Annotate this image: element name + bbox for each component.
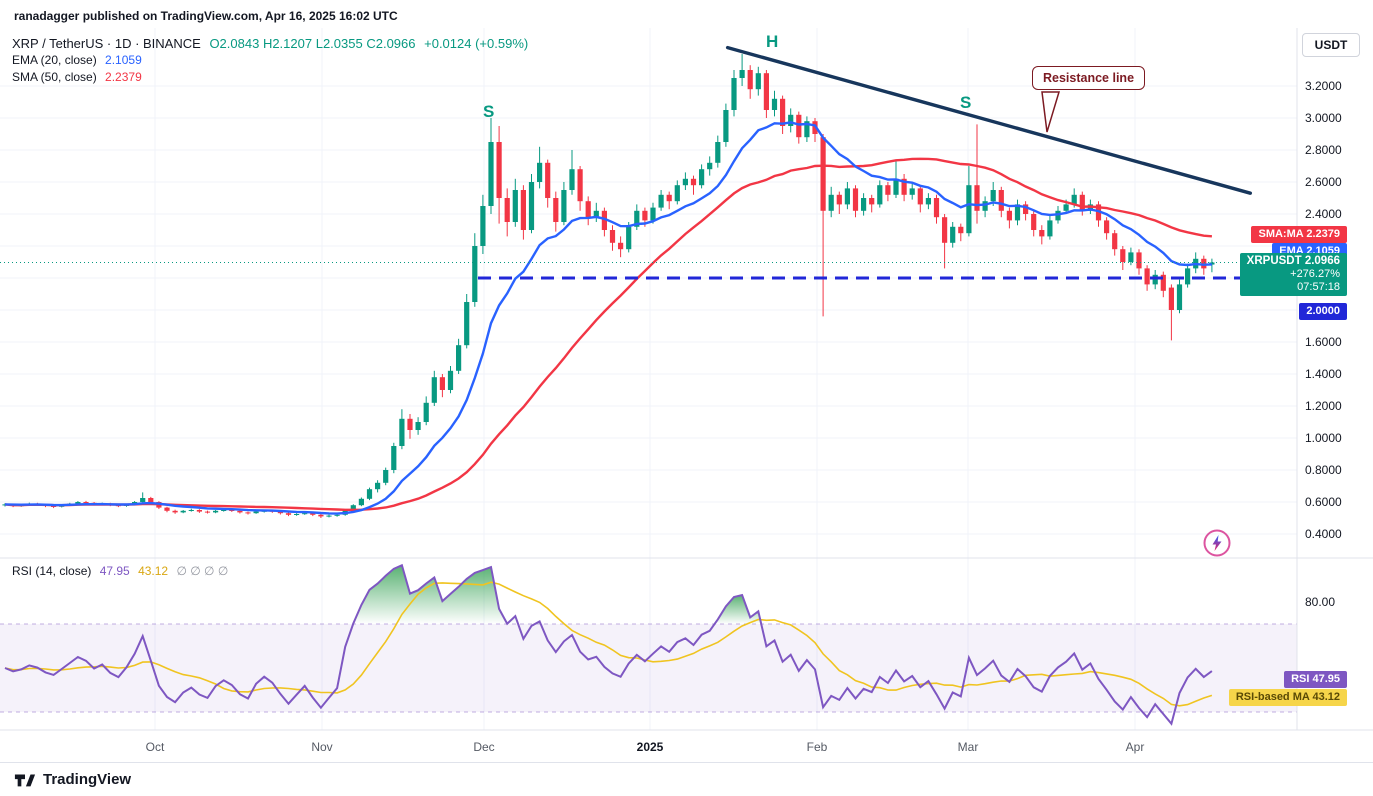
ohlc-low: L2.0355 [315, 36, 363, 51]
time-axis-label: Mar [957, 740, 979, 754]
resistance-line-callout[interactable]: Resistance line [1032, 66, 1146, 90]
time-axis-label: Apr [1125, 740, 1145, 754]
rsi-ma-value-badge: RSI-based MA 43.12 [1228, 689, 1347, 706]
right-shoulder-annotation[interactable]: S [960, 93, 972, 112]
ema-label: EMA (20, close) [12, 53, 97, 67]
legend-sma-row: SMA (50, close) 2.2379 [12, 69, 528, 86]
rsi-legend: RSI (14, close) 47.95 43.12 ∅ ∅ ∅ ∅ [12, 564, 228, 578]
time-axis[interactable]: Oct Nov Dec 2025 Feb Mar Apr [0, 28, 1373, 762]
ohlc-close: C2.0966 [366, 36, 416, 51]
flash-icon-circle [1203, 529, 1231, 557]
grid-lines [0, 28, 1297, 730]
ema-value: 2.1059 [105, 53, 142, 67]
sma-value: 2.2379 [105, 70, 142, 84]
rsi-axis-label-80: 80.00 [1305, 595, 1336, 609]
ohlc-change: +0.0124 (+0.59%) [424, 36, 529, 51]
support-level-badge: 2.0000 [1299, 303, 1347, 320]
currency-unit-button[interactable]: USDT [1302, 33, 1360, 57]
time-axis-label: 2025 [636, 740, 664, 754]
publish-info: ranadagger published on TradingView.com,… [14, 9, 398, 23]
time-axis-label: Nov [311, 740, 333, 754]
sma-line [4, 157, 1212, 511]
head-annotation[interactable]: H [766, 32, 779, 51]
symbol-badge-countdown: 07:57:18 [1297, 281, 1340, 293]
footer-bar: TradingView [0, 762, 1373, 796]
rsi-value-badge: RSI 47.95 [1284, 671, 1347, 688]
chart-canvas[interactable] [0, 28, 1373, 762]
sma-label: SMA (50, close) [12, 70, 97, 84]
ohlc-high: H2.1207 [262, 36, 313, 51]
time-axis-label: Feb [806, 740, 828, 754]
time-axis-label: Dec [473, 740, 495, 754]
symbol-badge-price: XRPUSDT 2.0966 [1246, 255, 1340, 267]
left-shoulder-annotation[interactable]: S [483, 102, 495, 121]
symbol-price-badge: XRPUSDT 2.0966 +276.27% 07:57:18 [1239, 253, 1347, 296]
chart-area: XRP / TetherUS · 1D · BINANCE O2.0843 H2… [0, 28, 1373, 762]
callout-pointer [1041, 91, 1061, 133]
legend-symbol-row: XRP / TetherUS · 1D · BINANCE O2.0843 H2… [12, 35, 528, 52]
symbol-badge-change: +276.27% [1290, 268, 1340, 280]
rsi-label: RSI (14, close) [12, 564, 92, 578]
sma-price-badge: SMA:MA 2.2379 [1251, 226, 1347, 243]
legend-ema-row: EMA (20, close) 2.1059 [12, 52, 528, 69]
candlestick-series [2, 54, 1215, 518]
resistance-trendline[interactable] [725, 45, 1253, 195]
tradingview-logo-icon [14, 774, 36, 786]
time-axis-label: Oct [145, 740, 165, 754]
ohlc-open: O2.0843 [209, 36, 260, 51]
rsi-ma-value: 43.12 [138, 564, 169, 578]
tradingview-logo[interactable]: TradingView [43, 771, 132, 788]
symbol-title: XRP / TetherUS · 1D · BINANCE [12, 36, 201, 51]
flash-icon[interactable] [1202, 528, 1232, 558]
rsi-line [4, 563, 1213, 726]
rsi-hidden-values: ∅ ∅ ∅ ∅ [176, 564, 229, 578]
lightning-bolt-icon [1212, 535, 1222, 551]
rsi-value: 47.95 [99, 564, 130, 578]
ema-line [4, 121, 1212, 515]
chart-legend: XRP / TetherUS · 1D · BINANCE O2.0843 H2… [12, 35, 528, 86]
